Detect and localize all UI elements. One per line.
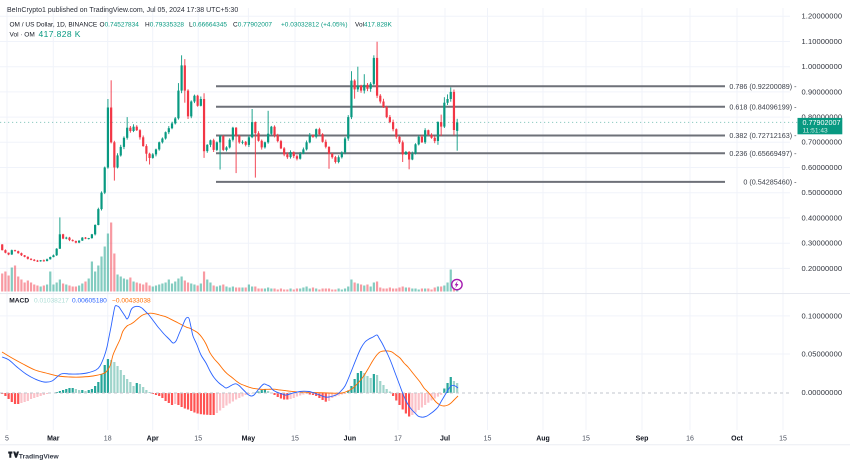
svg-text:Vol417.828K: Vol417.828K <box>355 21 393 28</box>
svg-text:0.786 (0.92200089) -: 0.786 (0.92200089) - <box>729 82 797 91</box>
svg-text:0.10000000: 0.10000000 <box>802 311 843 320</box>
svg-text:0.60000000: 0.60000000 <box>802 163 843 172</box>
svg-text:Oct: Oct <box>731 436 743 443</box>
svg-text:1.00000000: 1.00000000 <box>802 62 843 71</box>
svg-text:TradingView: TradingView <box>19 453 60 460</box>
svg-text:Apr: Apr <box>147 436 159 443</box>
svg-text:0.20000000: 0.20000000 <box>802 264 843 273</box>
svg-text:+0.03032812 (+4.05%): +0.03032812 (+4.05%) <box>281 21 348 28</box>
svg-text:15: 15 <box>291 436 299 443</box>
svg-text:0.90000000: 0.90000000 <box>802 87 843 96</box>
svg-text:L0.66664345: L0.66664345 <box>189 21 227 28</box>
svg-text:0.00000000: 0.00000000 <box>802 388 843 397</box>
svg-text:C0.77902007: C0.77902007 <box>233 21 272 28</box>
svg-text:MACD: MACD <box>9 298 29 305</box>
svg-text:Jun: Jun <box>344 436 356 443</box>
svg-text:0.70000000: 0.70000000 <box>802 138 843 147</box>
svg-text:15: 15 <box>779 436 787 443</box>
svg-text:16: 16 <box>686 436 694 443</box>
svg-text:5: 5 <box>5 436 9 443</box>
svg-text:15: 15 <box>582 436 590 443</box>
svg-text:0.236 (0.65669497) -: 0.236 (0.65669497) - <box>729 149 797 158</box>
svg-text:17: 17 <box>394 436 402 443</box>
svg-text:11:51:43: 11:51:43 <box>803 127 829 134</box>
svg-text:OM / US Dollar, 1D, BINANCE: OM / US Dollar, 1D, BINANCE <box>10 21 98 28</box>
svg-text:15: 15 <box>484 436 492 443</box>
svg-text:0.30000000: 0.30000000 <box>802 239 843 248</box>
svg-text:417.828 K: 417.828 K <box>39 29 81 39</box>
svg-text:1.20000000: 1.20000000 <box>802 12 843 21</box>
svg-text:0.77902007: 0.77902007 <box>803 118 841 127</box>
svg-text:0.50000000: 0.50000000 <box>802 188 843 197</box>
svg-text:0.382 (0.72712163) -: 0.382 (0.72712163) - <box>729 131 797 140</box>
svg-text:0.40000000: 0.40000000 <box>802 213 843 222</box>
svg-text:Sep: Sep <box>636 436 649 443</box>
svg-text:1.10000000: 1.10000000 <box>802 37 843 46</box>
svg-text:May: May <box>242 436 256 443</box>
svg-text:0.01038217: 0.01038217 <box>34 298 69 305</box>
svg-text:−0.00433038: −0.00433038 <box>112 298 151 305</box>
svg-text:Aug: Aug <box>536 436 550 443</box>
svg-text:0.00605180: 0.00605180 <box>72 298 107 305</box>
svg-text:BeInCrypto1 published on Tradi: BeInCrypto1 published on TradingView.com… <box>7 7 238 14</box>
svg-text:Jul: Jul <box>440 436 450 443</box>
svg-text:15: 15 <box>194 436 202 443</box>
svg-text:0.80000000: 0.80000000 <box>802 113 843 122</box>
svg-text:O0.74527834: O0.74527834 <box>100 21 140 28</box>
svg-text:0.05000000: 0.05000000 <box>802 349 843 358</box>
svg-text:18: 18 <box>104 436 112 443</box>
svg-text:0 (0.54285460) -: 0 (0.54285460) - <box>743 178 797 187</box>
svg-text:0.618 (0.84096199) -: 0.618 (0.84096199) - <box>729 102 797 111</box>
svg-text:Mar: Mar <box>47 436 60 443</box>
svg-text:Vol · OM: Vol · OM <box>10 32 35 39</box>
svg-text:H0.79335328: H0.79335328 <box>145 21 184 28</box>
